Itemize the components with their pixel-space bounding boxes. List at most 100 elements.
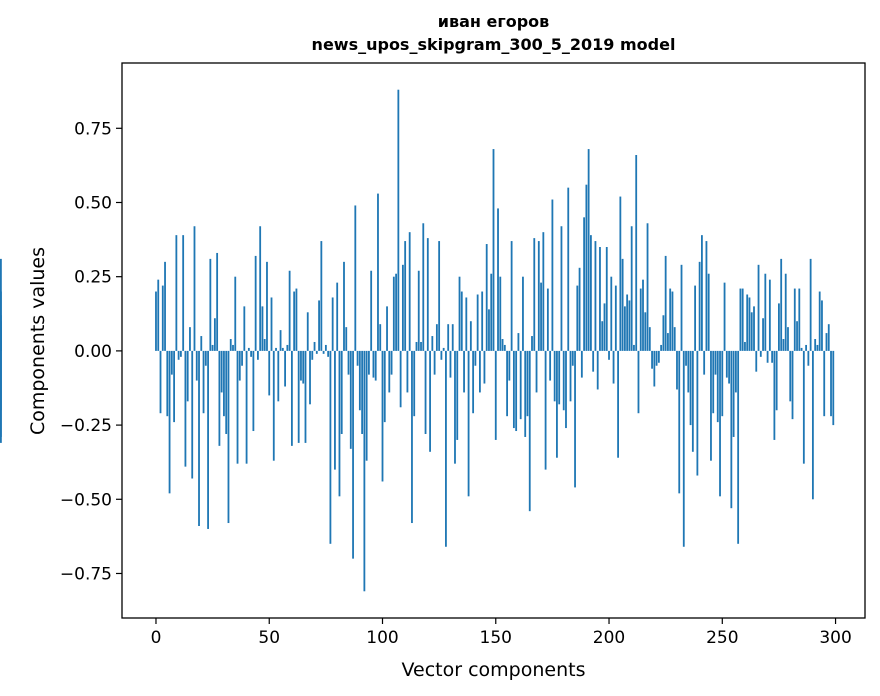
bar — [737, 350, 740, 544]
bar — [365, 350, 368, 461]
bar — [175, 235, 178, 351]
bar — [748, 297, 751, 351]
bar — [689, 350, 692, 426]
bar — [755, 350, 758, 372]
bar — [816, 344, 819, 351]
bar — [243, 306, 246, 351]
bar — [734, 350, 737, 393]
bar — [304, 350, 307, 443]
bar — [746, 294, 749, 351]
bar — [571, 350, 574, 366]
bar — [275, 347, 277, 351]
bar — [510, 241, 513, 351]
bar — [363, 350, 366, 592]
bar — [200, 336, 203, 351]
bar — [0, 350, 2, 437]
bar — [596, 350, 599, 390]
bar — [313, 341, 316, 351]
bar — [449, 350, 452, 378]
y-tick-label: −0.50 — [60, 490, 112, 510]
bar — [157, 279, 160, 351]
y-axis-ticks: −0.75 −0.50 −0.25 0.00 0.25 0.50 0.75 — [60, 119, 122, 584]
bar — [209, 258, 212, 351]
bar — [374, 350, 377, 381]
x-tick-label: 150 — [480, 628, 512, 648]
bar — [685, 350, 687, 366]
bar — [481, 291, 484, 351]
bar — [669, 288, 672, 351]
y-tick-label: 0.50 — [74, 193, 112, 213]
bar — [338, 350, 341, 497]
bar — [757, 264, 760, 351]
bar — [488, 309, 490, 351]
bar — [311, 350, 314, 360]
bar — [186, 350, 189, 402]
bar — [173, 350, 175, 423]
bar — [784, 273, 787, 351]
bar — [730, 350, 733, 509]
bar — [660, 344, 663, 351]
bar — [567, 187, 570, 351]
bar — [764, 273, 767, 351]
bar — [537, 241, 540, 351]
bar — [213, 318, 216, 351]
bar — [451, 324, 454, 351]
bar — [250, 350, 253, 357]
bar — [821, 300, 823, 351]
bar — [662, 315, 665, 351]
bar — [492, 149, 495, 351]
bar — [766, 350, 769, 363]
bar — [263, 339, 266, 351]
bar — [814, 339, 817, 351]
bar — [585, 184, 588, 351]
bar — [614, 285, 617, 351]
bar — [334, 350, 336, 470]
y-tick-label: 0.75 — [74, 119, 112, 139]
bar — [544, 350, 547, 470]
bar — [494, 350, 497, 440]
bar — [220, 350, 223, 393]
bar — [454, 350, 456, 464]
bar — [535, 350, 538, 393]
bar — [345, 327, 348, 351]
bar — [705, 241, 708, 351]
x-tick-label: 200 — [593, 628, 625, 648]
bar — [270, 297, 273, 351]
bar — [159, 350, 162, 414]
bar — [420, 341, 422, 351]
bar — [458, 276, 461, 351]
bar — [281, 347, 284, 351]
x-axis-label: Vector components — [401, 659, 586, 681]
bar — [155, 291, 157, 351]
bar — [211, 344, 214, 351]
bar — [707, 273, 710, 351]
bar — [164, 261, 166, 351]
bar — [284, 350, 286, 387]
bar — [789, 350, 792, 402]
bar — [687, 350, 690, 393]
bar — [383, 350, 386, 423]
bar — [370, 270, 373, 351]
bar — [762, 318, 764, 351]
bar — [712, 350, 715, 414]
bar — [397, 89, 400, 351]
y-tick-label: −0.75 — [60, 564, 112, 584]
bar — [324, 344, 327, 351]
bar — [218, 350, 221, 446]
bar — [508, 350, 511, 381]
bar — [623, 306, 626, 351]
bar — [653, 350, 656, 387]
bar — [605, 247, 608, 351]
bar — [744, 341, 746, 351]
bar — [483, 350, 486, 384]
bar — [381, 350, 384, 482]
bar — [440, 350, 443, 360]
bar — [309, 350, 311, 405]
bar — [603, 303, 606, 351]
bar — [435, 324, 438, 351]
bar — [429, 350, 431, 452]
bar — [236, 350, 239, 464]
bar — [189, 327, 191, 351]
bar — [637, 350, 640, 414]
bar — [331, 297, 334, 351]
